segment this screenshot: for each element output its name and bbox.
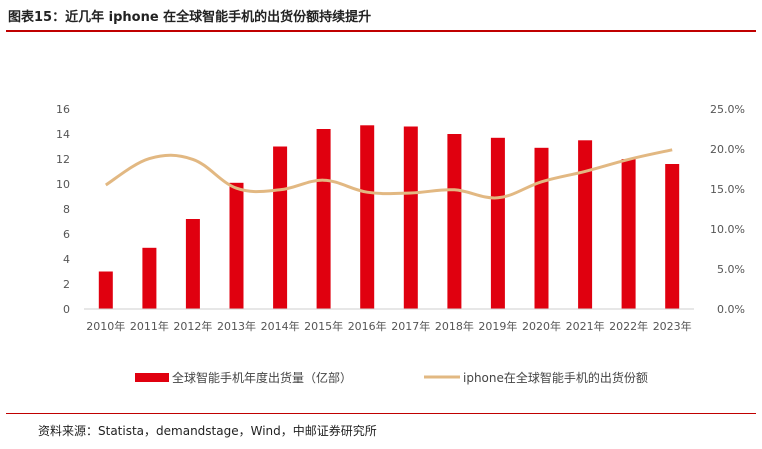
x-tick-label: 2021年 <box>566 319 605 333</box>
bar-series <box>98 125 680 310</box>
bar-2019年 <box>490 137 505 310</box>
x-tick-label: 2012年 <box>173 319 212 333</box>
bar-2020年 <box>534 147 549 310</box>
y-right-tick-label: 10.0% <box>710 223 745 236</box>
bar-2017年 <box>403 126 418 309</box>
y-right-tick-label: 25.0% <box>710 103 745 116</box>
y-left-tick-label: 10 <box>56 178 70 191</box>
bar-2010年 <box>98 271 113 309</box>
y-right-tick-label: 15.0% <box>710 183 745 196</box>
y-right-tick-label: 20.0% <box>710 143 745 156</box>
x-tick-label: 2013年 <box>217 319 256 333</box>
bar-2012年 <box>185 219 200 309</box>
bar-2014年 <box>273 146 288 309</box>
y-right-tick-labels: 0.0% 5.0% 10.0% 15.0% 20.0% 25.0% <box>710 103 745 316</box>
y-left-tick-label: 14 <box>56 128 70 141</box>
x-tick-label: 2022年 <box>609 319 648 333</box>
chart-title: 图表15：近几年 iphone 在全球智能手机的出货份额持续提升 <box>8 10 372 25</box>
y-right-tick-label: 0.0% <box>717 303 745 316</box>
x-tick-label: 2014年 <box>261 319 300 333</box>
source-note: 资料来源：Statista，demandstage，Wind，中邮证券研究所 <box>38 424 377 438</box>
y-left-tick-labels: 0 2 4 6 8 10 12 14 16 <box>56 103 70 316</box>
x-tick-labels: 2010年 2011年 2012年 2013年 2014年 2015年 2016年 2017年… <box>86 319 691 333</box>
y-right-tick-label: 5.0% <box>717 263 745 276</box>
source-rule <box>6 413 756 414</box>
x-tick-label: 2023年 <box>653 319 692 333</box>
title-rule <box>6 30 756 32</box>
x-tick-label: 2015年 <box>304 319 343 333</box>
y-left-tick-label: 16 <box>56 103 70 116</box>
x-tick-label: 2010年 <box>86 319 125 333</box>
bar-2021年 <box>578 140 593 310</box>
y-left-tick-label: 0 <box>63 303 70 316</box>
x-tick-label: 2020年 <box>522 319 561 333</box>
bar-2011年 <box>142 247 157 310</box>
legend-line-label: iphone在全球智能手机的出货份额 <box>463 370 648 385</box>
bar-2023年 <box>665 164 680 309</box>
legend-bar-swatch <box>135 373 169 382</box>
y-left-tick-label: 6 <box>63 228 70 241</box>
bar-2015年 <box>316 129 331 309</box>
x-tick-label: 2019年 <box>478 319 517 333</box>
bar-2016年 <box>360 125 375 310</box>
x-tick-label: 2017年 <box>391 319 430 333</box>
y-left-tick-label: 12 <box>56 153 70 166</box>
y-left-tick-label: 8 <box>63 203 70 216</box>
x-tick-label: 2016年 <box>348 319 387 333</box>
share-line <box>104 148 673 200</box>
bar-2013年 <box>229 182 244 310</box>
legend: 全球智能手机年度出货量（亿部） iphone在全球智能手机的出货份额 <box>135 370 648 385</box>
bar-2018年 <box>447 134 462 309</box>
x-tick-label: 2011年 <box>130 319 169 333</box>
y-left-tick-label: 4 <box>63 253 70 266</box>
y-left-tick-label: 2 <box>63 278 70 291</box>
bar-2022年 <box>621 159 636 309</box>
x-tick-label: 2018年 <box>435 319 474 333</box>
legend-bar-label: 全球智能手机年度出货量（亿部） <box>172 370 352 385</box>
